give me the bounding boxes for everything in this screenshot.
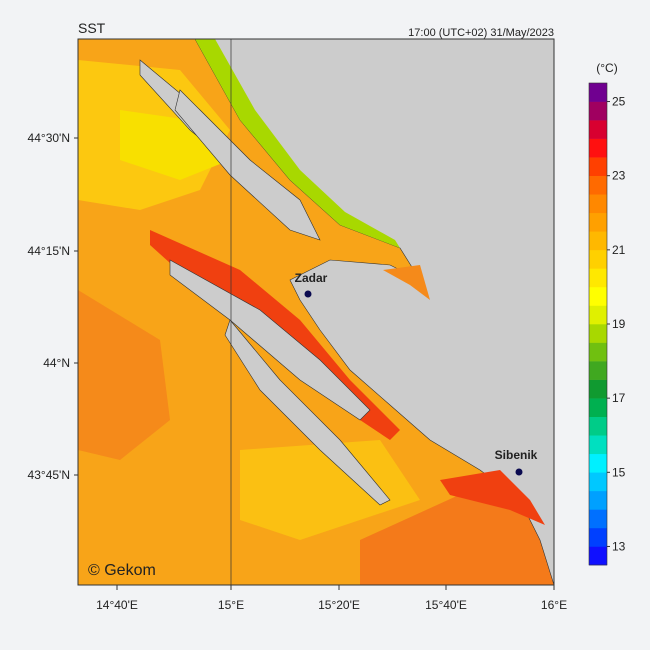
colorbar-segment	[589, 416, 607, 436]
colorbar-segment	[589, 472, 607, 492]
colorbar-segment	[589, 268, 607, 288]
colorbar-segment	[589, 120, 607, 139]
axes: 44°30'N 44°15'N 44°N 43°45'N 14°40'E 15°E 15°2…	[28, 131, 568, 612]
colorbar-segment	[589, 194, 607, 214]
colorbar-segment	[589, 138, 607, 158]
lon-label: 16°E	[541, 598, 567, 612]
colorbar-segment	[589, 435, 607, 455]
colorbar-tick-label: 19	[612, 317, 626, 331]
colorbar-segment	[589, 324, 607, 343]
colorbar-tick-label: 23	[612, 169, 626, 183]
colorbar-tick-label: 13	[612, 539, 626, 553]
colorbar-unit: (°C)	[596, 61, 617, 75]
city-label: Sibenik	[495, 448, 538, 462]
city-label: Zadar	[295, 271, 328, 285]
timestamp: 17:00 (UTC+02) 31/May/2023	[408, 27, 554, 39]
lat-label: 43°45'N	[28, 468, 70, 482]
lat-label: 44°15'N	[28, 244, 70, 258]
island	[174, 89, 321, 241]
colorbar-segment	[589, 379, 607, 399]
lon-label: 15°20'E	[318, 598, 360, 612]
colorbar-segment	[589, 212, 607, 232]
island	[224, 319, 391, 506]
colorbar-segment	[589, 231, 607, 251]
lon-label: 15°40'E	[425, 598, 467, 612]
colorbar-tick-label: 15	[612, 465, 626, 479]
colorbar-segment	[589, 286, 607, 306]
colorbar-tick-label: 25	[612, 95, 626, 109]
map-frame	[77, 38, 555, 586]
colorbar-segment	[589, 342, 607, 362]
city-marker	[304, 290, 312, 298]
colorbar-segment	[589, 83, 607, 102]
colorbar-segment	[589, 546, 607, 566]
map: Zadar Sibenik © Gekom	[77, 38, 555, 586]
colorbar-segment	[589, 157, 607, 176]
colorbar-segment	[589, 305, 607, 325]
lat-label: 44°30'N	[28, 131, 70, 145]
colorbar-segment	[589, 490, 607, 510]
colorbar-tick-label: 21	[612, 243, 626, 257]
lon-label: 15°E	[218, 598, 244, 612]
city-marker	[515, 468, 523, 476]
warm-patch	[120, 110, 230, 180]
colorbar-segment	[589, 398, 607, 417]
colorbar-segment	[589, 453, 607, 473]
colorbar-segment	[589, 101, 607, 121]
colorbar: (°C) 13 15 17 19 21 23 25	[588, 61, 626, 566]
inland-sea	[383, 265, 430, 300]
colorbar-segment	[589, 509, 607, 529]
island	[169, 259, 371, 421]
coastal-channel	[195, 39, 400, 248]
warm-bay	[440, 470, 545, 525]
credit: © Gekom	[88, 562, 156, 579]
map-title: SST	[78, 20, 106, 36]
lon-label: 14°40'E	[96, 598, 138, 612]
colorbar-segment	[589, 361, 607, 380]
colorbar-tick-label: 17	[612, 391, 626, 405]
warm-patch	[240, 440, 420, 540]
colorbar-segment	[589, 175, 607, 195]
colorbar-segment	[589, 249, 607, 269]
lat-label: 44°N	[43, 356, 70, 370]
cool-patch	[78, 290, 170, 460]
colorbar-segment	[589, 527, 607, 547]
cool-patch	[360, 490, 554, 585]
